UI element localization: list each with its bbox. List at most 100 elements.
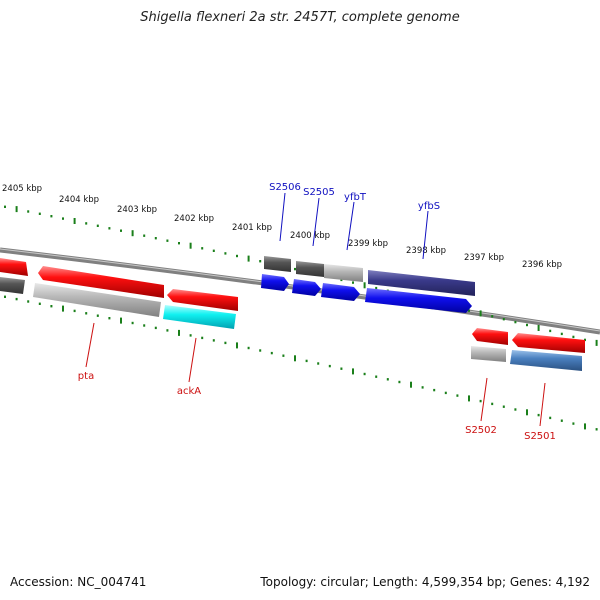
gene-gray-left-edge[interactable] [0,277,25,294]
minor-tick [294,267,296,271]
minor-tick [236,254,238,258]
minor-tick [108,317,111,320]
minor-tick [340,367,343,370]
minor-tick [212,339,215,342]
minor-tick [491,402,494,406]
major-tick [584,423,586,430]
minor-tick [166,239,169,242]
callout-line-yfbT [346,201,355,251]
gene-s2501-red[interactable] [512,333,585,353]
minor-tick [444,391,447,395]
gene-label-pta[interactable]: pta [78,371,94,382]
minor-tick [85,222,88,225]
genome-stats-text: Topology: circular; Length: 4,599,354 bp… [260,575,590,589]
gene-yfbS-navy[interactable] [368,270,475,296]
major-tick [62,305,64,312]
minor-tick [514,320,517,324]
gene-yfbS-blue[interactable] [365,288,472,313]
minor-tick [50,215,53,218]
minor-tick [340,278,343,282]
minor-tick [363,372,366,376]
gene-s2506-dark[interactable] [264,256,291,272]
minor-tick [224,341,227,345]
scale-label-2400: 2400 kbp [290,231,330,241]
minor-tick [305,359,308,363]
scale-label-2401: 2401 kbp [232,223,272,233]
scale-label-2396: 2396 kbp [522,260,562,270]
gene-s2505-blue[interactable] [292,279,321,296]
gene-ackA-cyan[interactable] [163,305,236,329]
minor-tick [549,329,552,333]
major-tick [537,325,540,331]
minor-tick [131,321,134,325]
gene-label-s2502[interactable]: S2502 [465,425,497,436]
minor-tick [38,302,41,305]
map-title: Shigella flexneri 2a str. 2457T, complet… [140,10,460,25]
minor-tick [433,388,436,392]
minor-tick [398,380,401,384]
minor-tick [421,386,424,389]
major-tick [15,206,18,213]
major-tick [526,409,528,416]
minor-tick [386,378,389,381]
callout-line-s2505 [312,197,320,247]
gene-label-yfbS[interactable]: yfbS [418,201,440,212]
gene-label-s2501[interactable]: S2501 [524,431,556,442]
minor-tick [96,224,99,227]
major-tick [73,218,76,224]
minor-tick [27,300,30,303]
minor-tick [502,405,505,408]
gene-yfbT-blue[interactable] [321,283,360,301]
gene-s2501-steel[interactable] [510,350,582,371]
minor-tick [456,394,459,397]
gene-yfbT-gray[interactable] [324,264,363,282]
major-tick [352,368,354,375]
scale-label-2402: 2402 kbp [174,214,214,224]
major-tick [189,242,192,249]
minor-tick [560,419,563,422]
minor-tick [502,318,505,321]
minor-tick [4,295,6,298]
major-tick [236,342,238,349]
minor-tick [15,297,18,301]
minor-tick [166,329,169,332]
minor-tick [491,315,494,318]
major-tick [131,230,134,237]
minor-tick [143,324,146,327]
gene-pta-red[interactable] [38,266,164,298]
minor-tick [584,338,586,342]
callout-line-ackA [188,337,197,383]
lower-tick-marks [4,295,598,431]
gene-label-yfbT[interactable]: yfbT [344,192,367,203]
minor-tick [189,334,192,337]
gene-s2502-red[interactable] [472,328,508,345]
gene-s2506-blue[interactable] [261,274,289,291]
minor-tick [549,416,552,420]
minor-tick [560,332,563,336]
minor-tick [108,227,111,230]
minor-tick [178,242,180,245]
gene-s2502-gray[interactable] [471,346,506,362]
minor-tick [537,413,540,417]
minor-tick [259,260,262,263]
gene-pta-gray[interactable] [33,283,161,317]
gene-label-s2506[interactable]: S2506 [269,182,301,193]
major-tick [247,255,250,262]
minor-tick [282,354,285,357]
major-tick [294,355,296,362]
gene-label-ackA[interactable]: ackA [177,386,201,397]
gene-label-s2505[interactable]: S2505 [303,187,335,198]
minor-tick [375,375,378,378]
minor-tick [328,364,331,368]
major-tick [595,339,598,346]
gene-s2505-dark[interactable] [296,261,324,277]
gene-ackA-red[interactable] [167,289,238,311]
callout-line-yfbS [422,210,429,260]
minor-tick [154,237,157,240]
scale-label-2399: 2399 kbp [348,239,388,249]
minor-tick [352,281,354,284]
scale-label-2398: 2398 kbp [406,246,446,256]
gene-red-left-edge[interactable] [0,258,28,276]
minor-tick [201,247,204,250]
